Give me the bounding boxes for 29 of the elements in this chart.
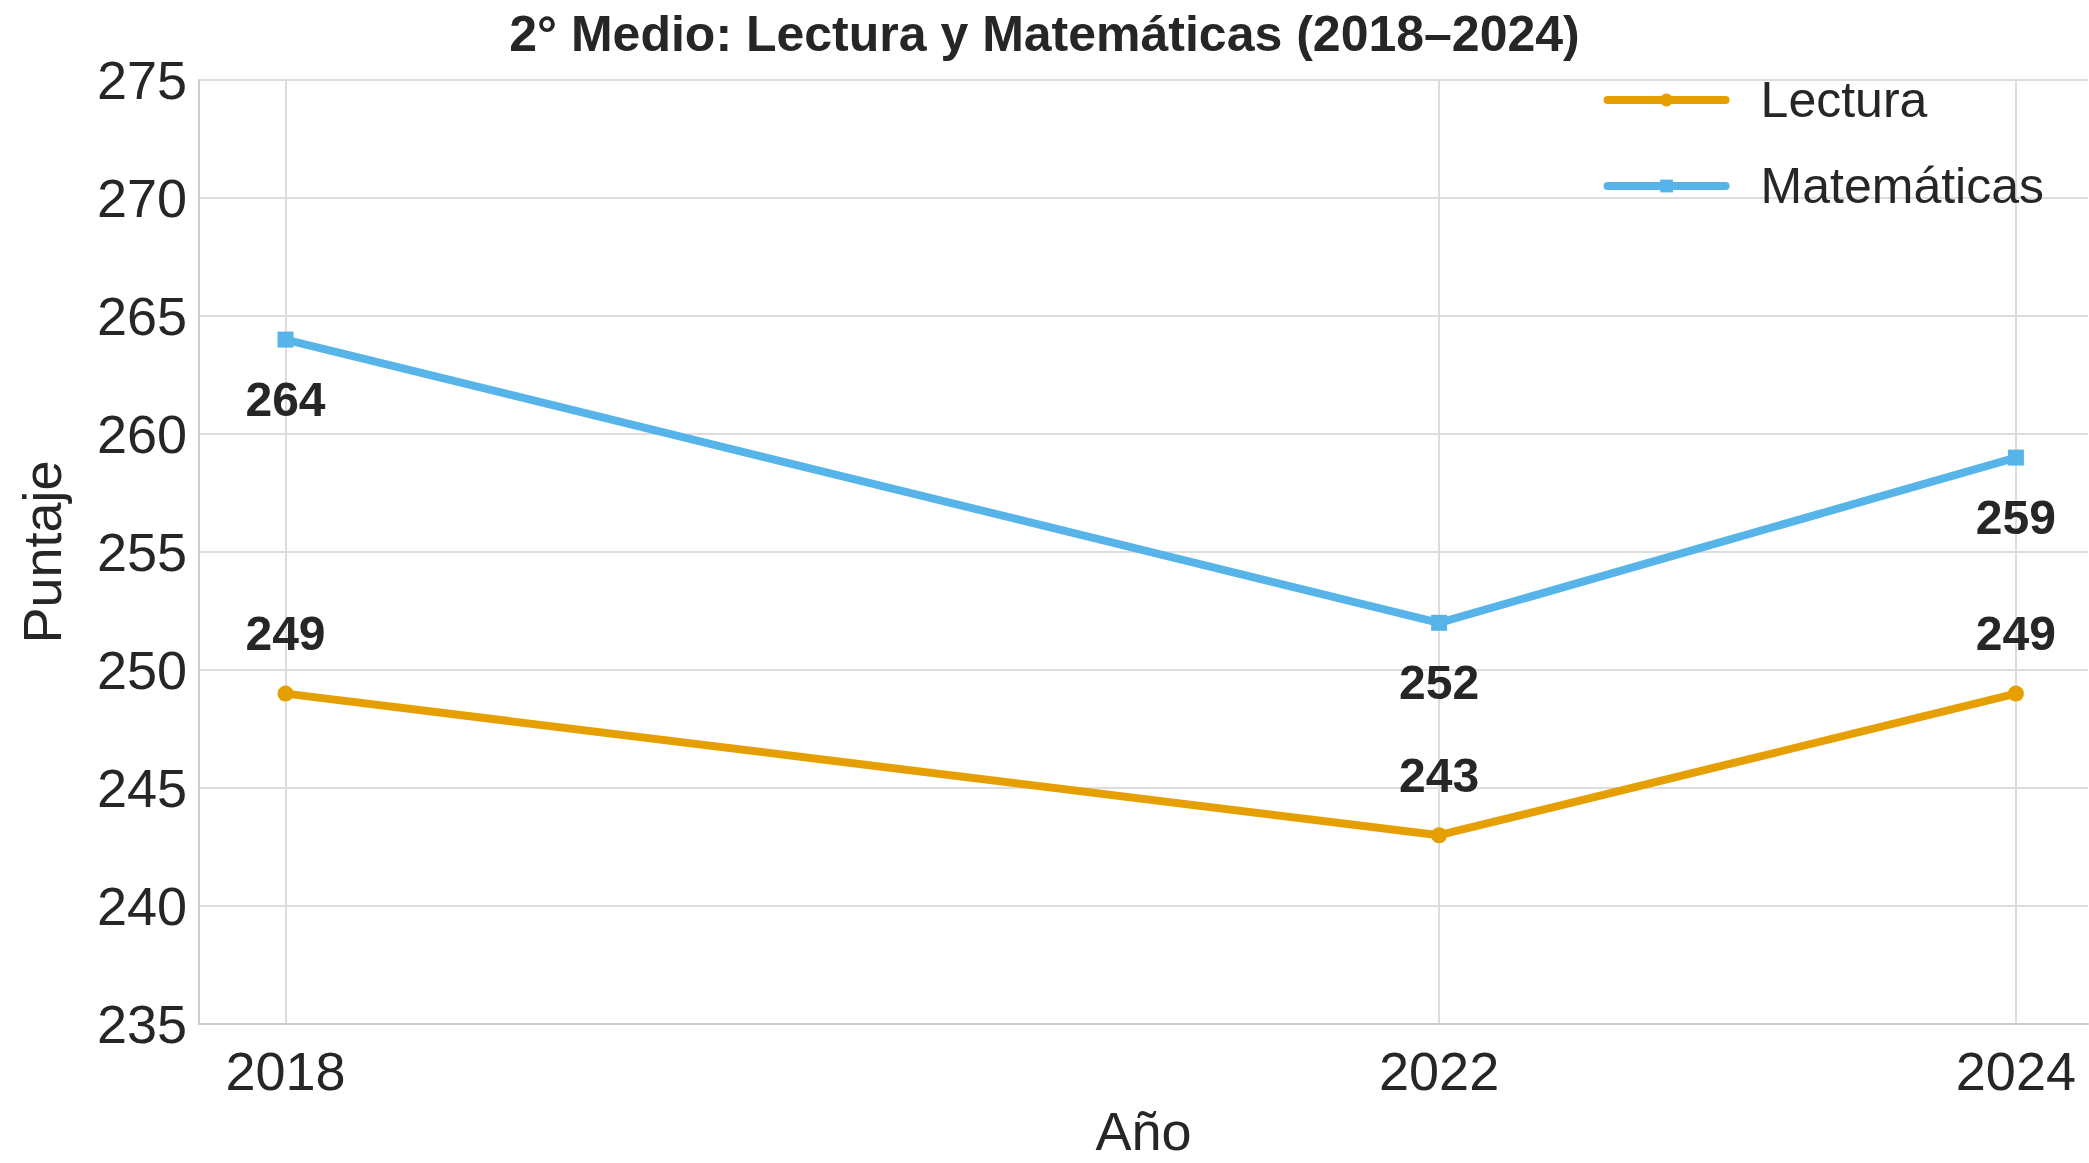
y-tick-label: 255 (96, 522, 187, 582)
y-tick-label: 270 (96, 168, 187, 228)
data-label: 259 (1975, 491, 2056, 545)
point (1431, 614, 1448, 631)
data-label: 252 (1399, 656, 1480, 710)
y-tick-label: 250 (96, 640, 187, 700)
legend-label: Matemáticas (1760, 158, 2045, 214)
x-tick-label: 2022 (1379, 1041, 1500, 1101)
data-label: 243 (1399, 748, 1480, 802)
chart-title: 2° Medio: Lectura y Matemáticas (2018–2024) (509, 6, 1580, 62)
y-axis-title: Puntaje (12, 460, 72, 644)
point (2007, 449, 2024, 466)
x-tick-label: 2024 (1955, 1041, 2076, 1101)
data-label: 264 (245, 373, 326, 427)
data-label: 249 (1975, 607, 2056, 661)
y-tick-label: 260 (96, 404, 187, 464)
point (1431, 827, 1448, 844)
y-tick-label: 245 (96, 758, 187, 818)
y-tick-label: 240 (96, 876, 187, 936)
point (277, 685, 294, 702)
y-tick-label: 235 (96, 994, 187, 1054)
legend-label: Lectura (1760, 72, 1928, 128)
point (2007, 685, 2024, 702)
x-axis-title: Año (1095, 1101, 1192, 1161)
y-tick-label: 265 (96, 286, 187, 346)
point (277, 331, 294, 348)
x-tick-label: 2018 (225, 1041, 346, 1101)
y-tick-label: 275 (96, 50, 187, 110)
data-label: 249 (245, 607, 326, 661)
